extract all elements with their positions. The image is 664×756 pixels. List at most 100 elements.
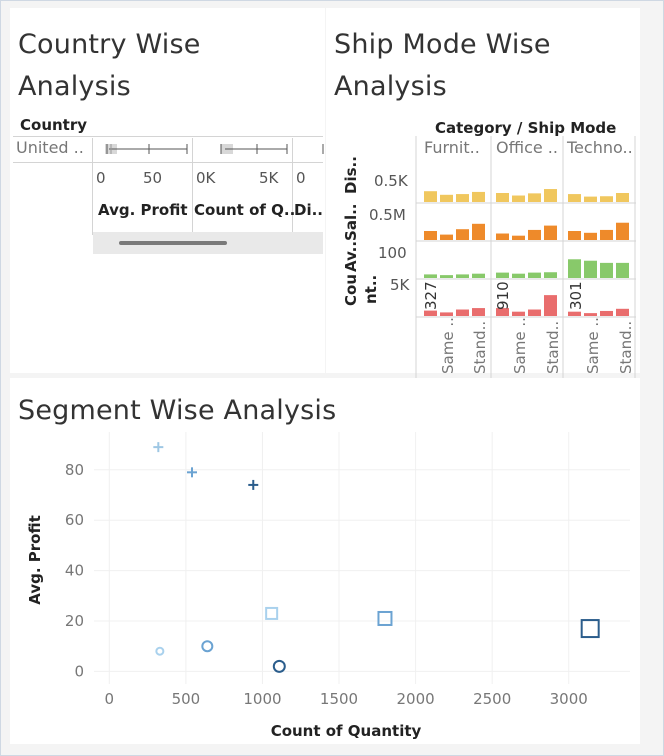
ship-bar-count-2-0 <box>568 311 581 316</box>
ship-bar-count-0-2 <box>456 309 469 316</box>
ship-bar-count-0-3 <box>472 308 485 316</box>
ship-bar-avg-profit-1-3 <box>544 272 557 278</box>
row-label-discount: Dis.. <box>342 156 360 194</box>
row-tick-sales: 0.5M <box>369 206 406 224</box>
ship-bar-avg-profit-2-0 <box>568 259 581 278</box>
ship-bar-count-1-0 <box>496 308 509 316</box>
ship-bar-discount-0-1 <box>440 194 453 202</box>
ship-bar-discount-0-2 <box>456 194 469 202</box>
ship-bar-avg-profit-0-2 <box>456 274 469 278</box>
ship-bar-avg-sales-1-0 <box>496 233 509 240</box>
quantity-box-plot <box>220 144 288 154</box>
shipmode-label-same-3: Same .. <box>584 317 602 374</box>
row-tick-discount: 0.5K <box>374 172 408 190</box>
x-tick-label: 1000 <box>243 690 281 708</box>
category-label-technology: Techno.. <box>567 138 633 157</box>
ship-bar-discount-2-3 <box>616 193 629 202</box>
ship-bar-discount-2-2 <box>600 196 613 202</box>
scatter-point-circle-5 <box>272 659 286 673</box>
ship-bar-avg-profit-0-3 <box>472 273 485 278</box>
shipmode-label-same-2: Same .. <box>511 317 529 374</box>
ship-bar-avg-profit-2-3 <box>616 262 629 278</box>
shipmode-label-std-3: Stand.. <box>617 320 635 374</box>
ship-bar-avg-profit-0-1 <box>440 275 453 278</box>
country-row-header: Country <box>20 116 88 134</box>
category-label-furniture: Furnit.. <box>424 138 480 157</box>
x-tick-label: 500 <box>172 690 201 708</box>
scatter-point-circle-4 <box>201 640 214 653</box>
quantity-tick-0k: 0K <box>196 169 216 187</box>
ship-bar-avg-profit-1-0 <box>496 272 509 278</box>
measure-label-discount: Di.. <box>294 201 323 219</box>
y-axis-title: Avg. Profit <box>26 515 44 605</box>
ship-bar-count-1-1 <box>512 311 525 316</box>
count-label-technology: 301 <box>567 281 585 310</box>
country-panel-title-line2: Analysis <box>18 71 131 102</box>
ship-bar-discount-1-3 <box>544 189 557 202</box>
col-divider-2 <box>192 138 193 235</box>
profit-tick-0: 0 <box>96 169 106 187</box>
ship-bar-count-2-3 <box>616 308 629 316</box>
shipmode-label-same-1: Same .. <box>439 317 457 374</box>
y-tick-label: 0 <box>74 662 84 680</box>
x-tick-label: 3000 <box>550 690 588 708</box>
scrollbar-thumb[interactable] <box>119 241 227 245</box>
y-tick-label: 80 <box>65 461 84 479</box>
ship-bar-avg-sales-2-0 <box>568 231 581 240</box>
ship-mode-panel: Ship Mode Wise Analysis Category / Ship … <box>326 8 640 380</box>
shipmode-label-std-1: Stand.. <box>471 320 489 374</box>
segment-panel: Segment Wise Analysis 0 500 1000 1500 2000 25… <box>10 378 640 744</box>
ship-bar-count-0-1 <box>440 312 453 316</box>
ship-bar-discount-0-3 <box>472 191 485 202</box>
ship-bar-avg-sales-2-3 <box>616 222 629 240</box>
count-label-office: 910 <box>494 281 512 310</box>
ship-bar-count-0-0 <box>424 310 437 316</box>
ship-bar-avg-profit-2-2 <box>600 262 613 278</box>
scatter-point-square-6 <box>265 606 279 620</box>
profit-box-plot <box>105 144 188 154</box>
ship-bar-avg-profit-1-1 <box>512 273 525 278</box>
row-tick-profit: 100 <box>378 244 407 262</box>
x-tick-label: 0 <box>105 690 115 708</box>
ship-bar-count-2-1 <box>584 313 597 316</box>
scatter-point-square-7 <box>377 610 393 626</box>
category-shipmode-header: Category / Ship Mode <box>435 119 617 137</box>
ship-bar-avg-sales-2-2 <box>600 229 613 240</box>
scatter-point-square-8 <box>580 619 600 639</box>
ship-bar-avg-sales-2-1 <box>584 232 597 240</box>
y-tick-label: 20 <box>65 612 84 630</box>
ship-bar-avg-sales-1-1 <box>512 235 525 240</box>
ship-bar-discount-1-2 <box>528 193 541 202</box>
measure-label-quantity: Count of Q.. <box>194 201 296 219</box>
ship-bar-avg-sales-0-3 <box>472 223 485 240</box>
ship-bar-discount-0-0 <box>424 191 437 202</box>
col-divider-3 <box>292 138 293 235</box>
measure-label-profit: Avg. Profit <box>98 201 188 219</box>
x-tick-label: 1500 <box>320 690 358 708</box>
x-tick-label: 2500 <box>473 690 511 708</box>
discount-box-plot <box>322 144 324 154</box>
row-tick-count: 5K <box>390 276 410 294</box>
row-label-avg-sales: Av..Sal.. <box>342 203 360 273</box>
scatter-point-plus-1 <box>187 467 198 478</box>
ship-bar-avg-profit-1-2 <box>528 272 541 278</box>
scatter-point-circle-3 <box>155 646 165 656</box>
country-row-value[interactable]: United .. <box>16 138 84 157</box>
ship-bar-discount-2-1 <box>584 196 597 202</box>
scatter-point-plus-2 <box>248 479 259 490</box>
row-label-count: Cou <box>342 274 360 306</box>
ship-bar-discount-2-0 <box>568 194 581 202</box>
quantity-tick-5k: 5K <box>259 169 279 187</box>
x-axis-title: Count of Quantity <box>271 722 422 740</box>
row-label-count-2: nt.. <box>362 274 380 304</box>
col-divider-1 <box>92 138 93 235</box>
ship-bar-avg-profit-2-1 <box>584 260 597 278</box>
country-panel-title-line1: Country Wise <box>18 29 201 60</box>
ship-bar-avg-sales-0-1 <box>440 234 453 240</box>
shipmode-label-std-2: Stand.. <box>544 320 562 374</box>
horizontal-scrollbar[interactable] <box>93 232 323 254</box>
discount-tick-0: 0 <box>296 169 306 187</box>
ship-mode-bar-grid <box>415 136 636 380</box>
count-label-furniture: 327 <box>422 281 440 310</box>
segment-scatter-plot: 0 500 1000 1500 2000 2500 3000 0 20 40 60 80 Count o… <box>26 432 630 740</box>
